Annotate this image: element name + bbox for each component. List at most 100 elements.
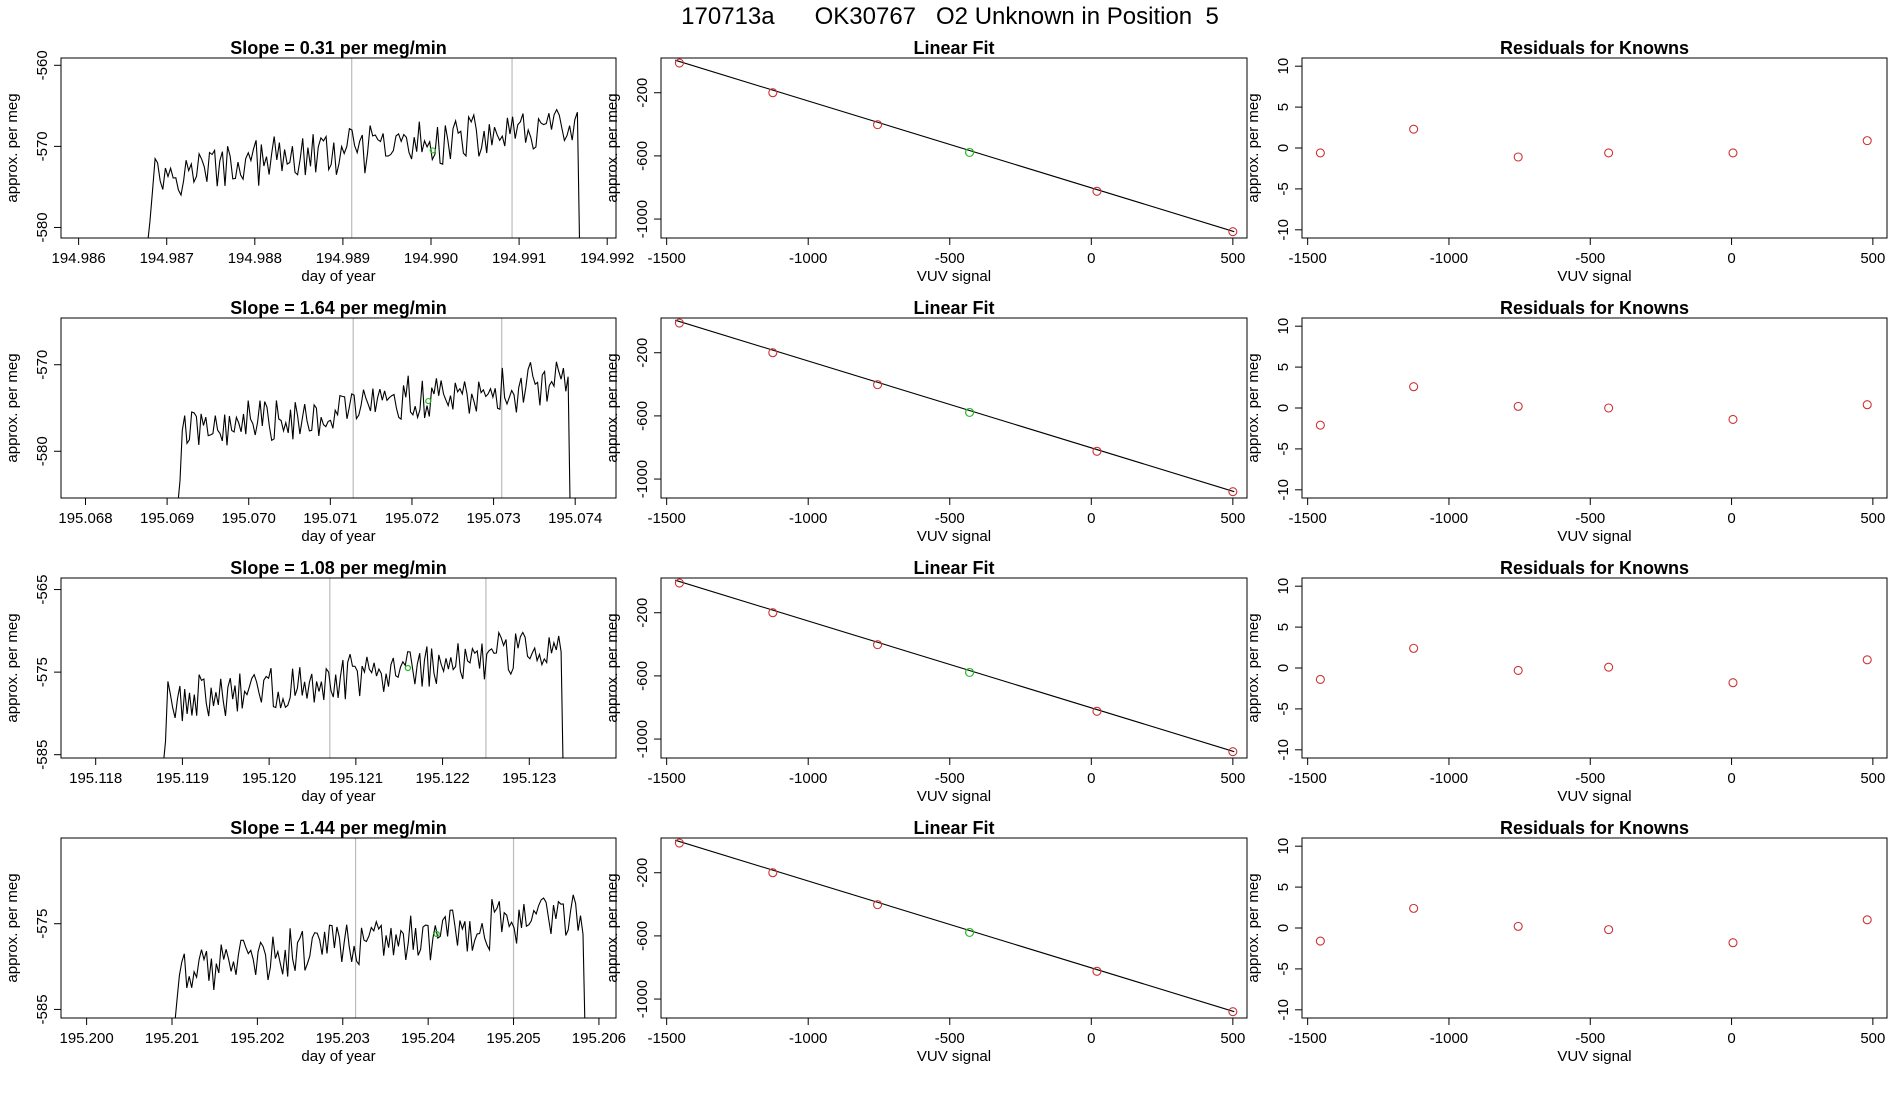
residual-point (1315, 674, 1325, 685)
y-axis-label: approx. per meg (604, 613, 621, 722)
x-tick-label: -1500 (1288, 510, 1326, 527)
y-tick-label: -10 (1275, 999, 1292, 1021)
panel-r4-c1: Slope = 1.44 per meg/min 195.200 195.201 19… (4, 818, 626, 1065)
x-tick-label: 195.122 (415, 770, 469, 787)
plot-frame (660, 317, 1248, 499)
y-tick-label: 5 (1275, 883, 1292, 891)
residual-point (1513, 401, 1523, 411)
residual-point (1604, 662, 1614, 672)
residual-point (1604, 403, 1614, 413)
x-tick-label: -500 (1575, 1030, 1605, 1047)
panel-title: Slope = 1.08 per meg/min (230, 558, 447, 578)
residual-point (1862, 915, 1872, 925)
panel-title: Residuals for Knowns (1500, 38, 1689, 58)
x-tick-label: -1500 (647, 770, 685, 787)
x-tick-label: 195.071 (303, 510, 357, 527)
y-tick-label: 0 (1275, 404, 1292, 412)
x-tick-label: 195.200 (59, 1030, 113, 1047)
plot-area (674, 838, 1238, 1017)
page-title: 170713a OK30767 O2 Unknown in Position 5 (681, 3, 1219, 30)
x-axis-label: VUV signal (917, 788, 991, 805)
x-tick-label: -500 (1575, 770, 1605, 787)
y-tick-label: 0 (1275, 144, 1292, 152)
y-tick-label: 10 (1275, 578, 1292, 595)
unknown-point (964, 407, 975, 418)
x-tick-label: -1000 (789, 1030, 827, 1047)
plot-frame (60, 577, 617, 759)
panel-r2-c2: Linear Fit -1500 -1000 -500 0 500 -200 -600 -100… (604, 298, 1248, 545)
y-tick-label: -585 (34, 994, 51, 1024)
y-tick-label: -600 (634, 921, 651, 951)
x-tick-label: 500 (1860, 510, 1885, 527)
y-tick-label: -10 (1275, 479, 1292, 501)
residual-point (1513, 665, 1523, 676)
y-axis-label: approx. per meg (1245, 873, 1262, 982)
time-series-line (147, 108, 581, 238)
residual-point (1728, 148, 1738, 158)
plot-area (1315, 124, 1872, 162)
x-tick-label: -1000 (789, 510, 827, 527)
plot-area (674, 578, 1238, 757)
residual-point (1513, 152, 1523, 162)
plot-frame (1301, 317, 1888, 499)
unknown-mean-point (425, 397, 432, 405)
residual-point (1604, 925, 1614, 935)
panel-r2-c3: Residuals for Knowns -1500 -1000 -500 0 500 -1… (1245, 298, 1888, 545)
x-tick-label: -1000 (789, 250, 827, 267)
x-tick-label: 500 (1220, 770, 1245, 787)
x-tick-label: 194.992 (580, 250, 634, 267)
y-tick-label: -5 (1275, 182, 1292, 195)
known-point (674, 58, 684, 68)
residual-point (1862, 655, 1872, 665)
panel-title: Linear Fit (913, 558, 994, 578)
y-tick-label: -600 (634, 401, 651, 431)
y-axis-label: approx. per meg (1245, 353, 1262, 462)
x-tick-label: 195.073 (466, 510, 520, 527)
residual-point (1409, 903, 1419, 913)
x-tick-label: 500 (1220, 1030, 1245, 1047)
y-tick-label: -10 (1275, 219, 1292, 241)
plot-area (674, 58, 1238, 237)
y-axis-label: approx. per meg (4, 93, 21, 202)
x-tick-label: 0 (1727, 770, 1735, 787)
y-tick-label: -575 (34, 657, 51, 687)
x-tick-label: -1500 (1288, 1030, 1326, 1047)
unknown-mean-point (429, 147, 436, 154)
y-tick-label: 0 (1275, 924, 1292, 932)
y-tick-label: -580 (34, 436, 51, 466)
x-tick-label: -1500 (1288, 250, 1326, 267)
y-tick-label: -200 (634, 78, 651, 108)
x-axis-label: day of year (301, 528, 375, 545)
plot-area (674, 318, 1238, 497)
plot-area (163, 578, 564, 758)
panel-r3-c3: Residuals for Knowns -1500 -1000 -500 0 500 -1… (1245, 558, 1888, 805)
known-point (674, 838, 684, 848)
known-point (1092, 186, 1102, 196)
unknown-point (964, 667, 975, 678)
panel-r1-c2: Linear Fit -1500 -1000 -500 0 500 -200 -600 -100… (604, 38, 1248, 285)
panel-title: Linear Fit (913, 818, 994, 838)
x-tick-label: 195.118 (69, 770, 122, 787)
plot-frame (1301, 57, 1888, 239)
x-tick-label: 0 (1087, 770, 1095, 787)
x-tick-label: 195.123 (502, 770, 556, 787)
x-axis-label: VUV signal (917, 1048, 991, 1065)
residual-point (1728, 938, 1738, 948)
x-tick-label: 195.119 (156, 770, 209, 787)
fit-line (674, 319, 1235, 493)
x-tick-label: 194.986 (52, 250, 106, 267)
y-tick-label: -570 (34, 350, 51, 380)
panel-title: Linear Fit (913, 38, 994, 58)
known-point (1228, 1007, 1238, 1017)
residual-point (1315, 148, 1325, 158)
x-axis-label: VUV signal (1557, 1048, 1631, 1065)
x-tick-label: 0 (1087, 1030, 1095, 1047)
residual-point (1409, 643, 1419, 653)
x-tick-label: -1000 (1430, 510, 1468, 527)
y-tick-label: 10 (1275, 838, 1292, 855)
panel-title: Slope = 0.31 per meg/min (230, 38, 447, 58)
residual-point (1409, 382, 1419, 392)
y-axis-label: approx. per meg (604, 93, 621, 202)
y-tick-label: 5 (1275, 103, 1292, 111)
x-tick-label: -1000 (1430, 250, 1468, 267)
